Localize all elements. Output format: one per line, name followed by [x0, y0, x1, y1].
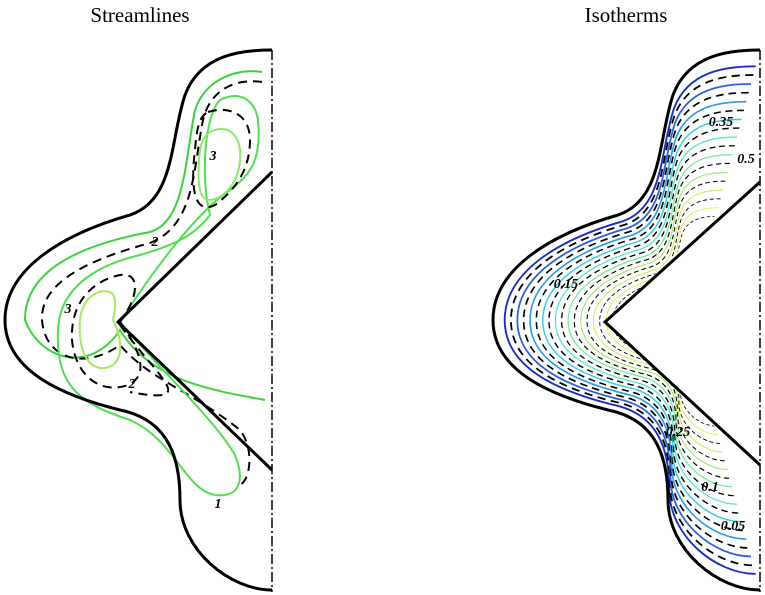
- isotherms-panel: 0.35 0.5 0.15 0.25 0.1 0.05: [491, 48, 762, 592]
- streamline: [192, 108, 252, 208]
- isotherm: [541, 118, 742, 523]
- isotherm-set: [503, 65, 756, 575]
- contour-label: 0.25: [666, 425, 691, 440]
- streamlines-panel: 3 2 3 2 1: [3, 48, 274, 592]
- contour-label: 1: [215, 497, 222, 512]
- streamline: [70, 273, 142, 389]
- isotherm: [567, 154, 733, 488]
- isotherm-dashed: [548, 127, 740, 514]
- isotherm: [592, 189, 723, 453]
- isotherm-dashed: [522, 91, 749, 549]
- contour-label: 0.1: [701, 480, 719, 495]
- contour-label: 2: [151, 235, 159, 250]
- contour-label: 3: [209, 149, 217, 164]
- isotherm-dashed: [535, 109, 745, 532]
- isotherm-dashed: [599, 198, 721, 444]
- outer-wall: [3, 48, 273, 592]
- inner-wall: [115, 170, 274, 472]
- contour-label: 2: [128, 377, 136, 392]
- streamline: [78, 290, 122, 370]
- isotherm-dashed: [560, 145, 735, 497]
- contour-label: 0.35: [709, 115, 734, 130]
- streamline: [40, 80, 263, 486]
- isotherm: [580, 171, 728, 470]
- streamline: [119, 324, 170, 397]
- contour-label: 3: [64, 302, 72, 317]
- streamline: [197, 128, 242, 202]
- isotherm-dashed: [586, 180, 726, 462]
- inner-wall: [602, 180, 762, 467]
- isotherm-dashed: [573, 162, 730, 479]
- isotherm: [516, 83, 752, 558]
- outer-wall: [491, 48, 761, 592]
- isotherm-dashed: [510, 74, 754, 567]
- streamline: [23, 70, 266, 401]
- panel-title: Streamlines: [90, 3, 189, 27]
- contour-label: 0.05: [721, 519, 746, 534]
- streamline: [56, 95, 260, 497]
- contour-label: 0.15: [554, 277, 579, 292]
- isotherm: [529, 100, 747, 540]
- isotherm: [554, 136, 737, 505]
- panel-title: Isotherms: [585, 3, 668, 27]
- contour-label: 0.5: [737, 152, 755, 167]
